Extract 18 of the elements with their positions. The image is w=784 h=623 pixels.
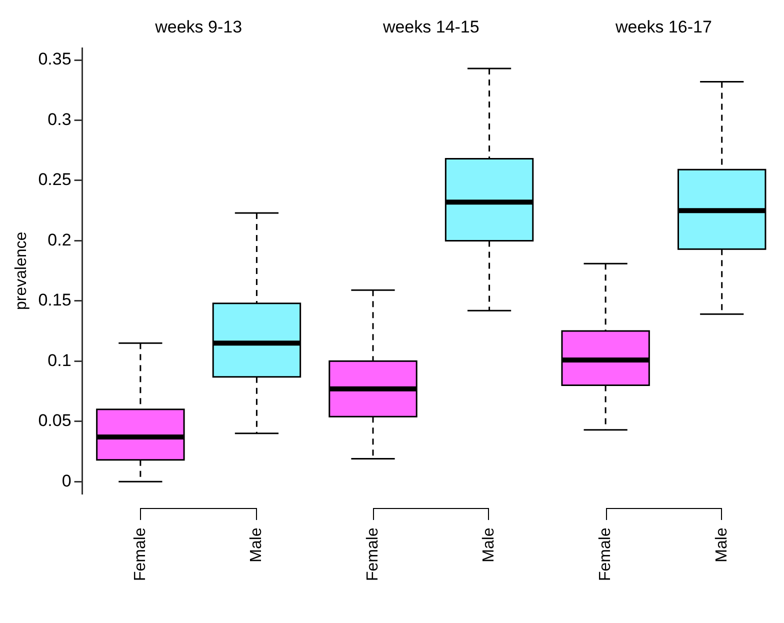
y-tick-label: 0 <box>62 471 72 490</box>
x-tick-label: Female <box>132 528 149 582</box>
text: weeks 14-15 <box>382 18 480 37</box>
x-tick-label: Female <box>364 528 382 582</box>
x-tick-label: Male <box>713 528 730 562</box>
text: weeks 16-17 <box>614 18 712 37</box>
y-axis-title: prevalence <box>13 232 30 310</box>
y-tick-label: 0.05 <box>38 411 72 430</box>
y-tick-label: 0.15 <box>38 290 72 310</box>
text: weeks 9-13 <box>154 18 242 37</box>
y-tick-label: 0.3 <box>48 110 72 129</box>
x-tick-label: Male <box>248 528 266 562</box>
y-tick-label: 0.25 <box>38 170 72 190</box>
y-tick-label: 0.1 <box>48 350 72 370</box>
x-tick-label: Male <box>480 528 498 562</box>
y-tick-label: 0.35 <box>38 50 72 69</box>
x-tick-label: Female <box>596 528 614 582</box>
y-tick-label: 0.2 <box>48 230 72 250</box>
